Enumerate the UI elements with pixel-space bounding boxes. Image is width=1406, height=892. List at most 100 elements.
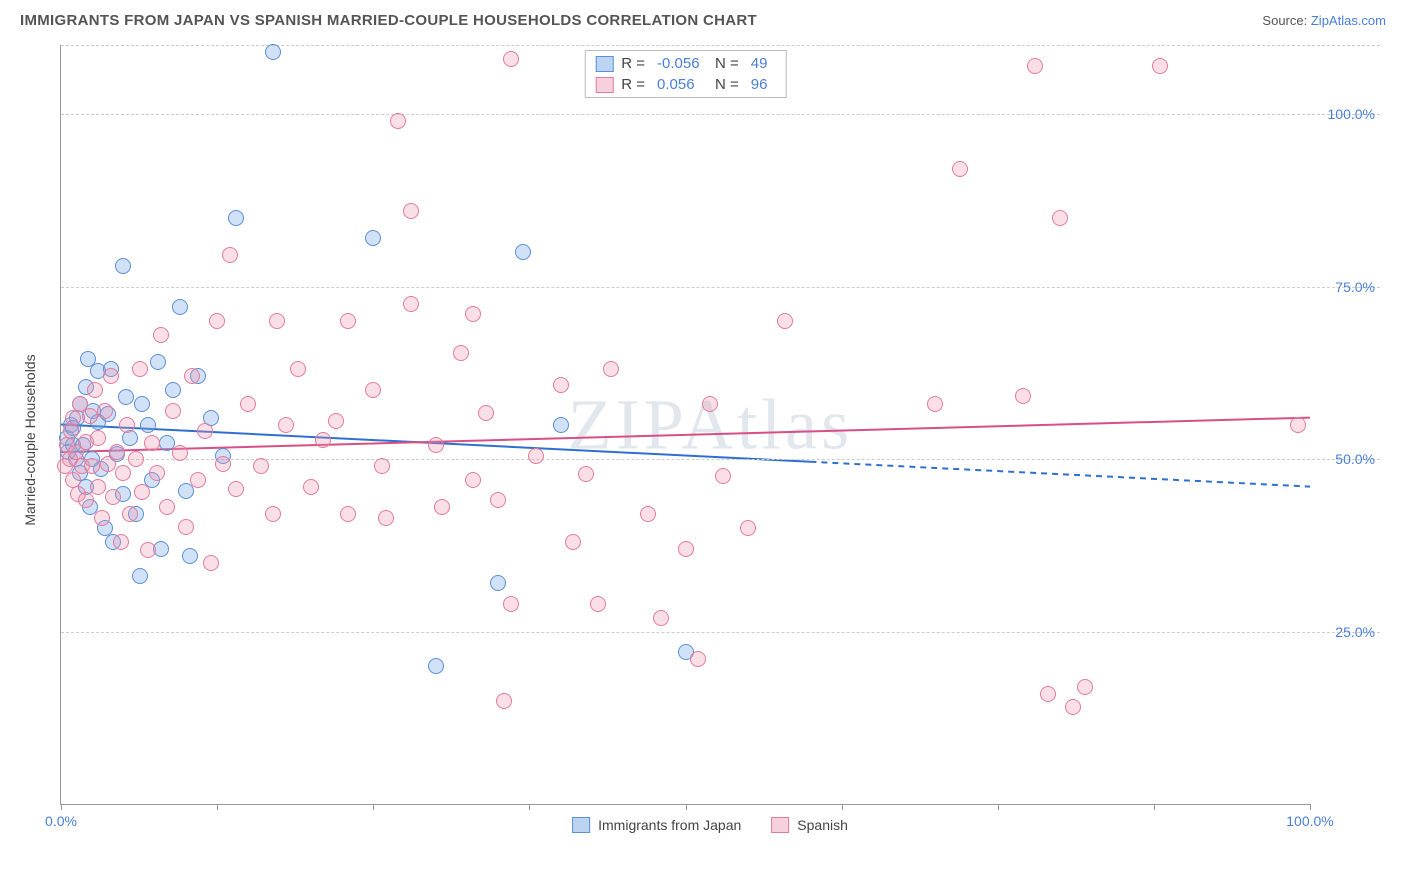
source-link[interactable]: ZipAtlas.com bbox=[1311, 13, 1386, 28]
n-value-spanish: 96 bbox=[751, 76, 776, 93]
data-point-spanish bbox=[105, 489, 121, 505]
data-point-spanish bbox=[553, 377, 569, 393]
legend-swatch-japan bbox=[595, 56, 613, 72]
source-attribution: Source: ZipAtlas.com bbox=[1262, 13, 1386, 28]
data-point-spanish bbox=[222, 247, 238, 263]
legend-item-japan: Immigrants from Japan bbox=[572, 817, 741, 833]
legend-swatch-japan bbox=[572, 817, 590, 833]
x-tick bbox=[373, 804, 374, 810]
data-point-spanish bbox=[1152, 58, 1168, 74]
x-tick bbox=[1154, 804, 1155, 810]
data-point-spanish bbox=[590, 596, 606, 612]
data-point-japan bbox=[428, 658, 444, 674]
data-point-spanish bbox=[678, 541, 694, 557]
data-point-spanish bbox=[178, 519, 194, 535]
data-point-spanish bbox=[144, 435, 160, 451]
data-point-spanish bbox=[715, 468, 731, 484]
legend-swatch-spanish bbox=[771, 817, 789, 833]
data-point-spanish bbox=[403, 203, 419, 219]
data-point-spanish bbox=[215, 456, 231, 472]
data-point-spanish bbox=[63, 423, 79, 439]
x-tick bbox=[998, 804, 999, 810]
data-point-spanish bbox=[128, 451, 144, 467]
data-point-spanish bbox=[228, 481, 244, 497]
data-point-spanish bbox=[303, 479, 319, 495]
data-point-japan bbox=[115, 258, 131, 274]
series-legend: Immigrants from JapanSpanish bbox=[572, 817, 848, 833]
data-point-spanish bbox=[87, 382, 103, 398]
data-point-spanish bbox=[503, 51, 519, 67]
y-tick-label: 75.0% bbox=[1335, 279, 1375, 295]
data-point-japan bbox=[515, 244, 531, 260]
gridline bbox=[61, 45, 1380, 46]
x-tick bbox=[217, 804, 218, 810]
data-point-spanish bbox=[403, 296, 419, 312]
data-point-spanish bbox=[240, 396, 256, 412]
data-point-spanish bbox=[434, 499, 450, 515]
data-point-spanish bbox=[109, 444, 125, 460]
data-point-spanish bbox=[603, 361, 619, 377]
data-point-spanish bbox=[528, 448, 544, 464]
data-point-japan bbox=[172, 299, 188, 315]
data-point-japan bbox=[165, 382, 181, 398]
data-point-spanish bbox=[82, 408, 98, 424]
data-point-spanish bbox=[1065, 699, 1081, 715]
data-point-japan bbox=[553, 417, 569, 433]
gridline bbox=[61, 114, 1380, 115]
x-tick bbox=[842, 804, 843, 810]
legend-swatch-spanish bbox=[595, 77, 613, 93]
data-point-japan bbox=[132, 568, 148, 584]
data-point-spanish bbox=[90, 479, 106, 495]
data-point-spanish bbox=[119, 417, 135, 433]
data-point-spanish bbox=[1290, 417, 1306, 433]
gridline bbox=[61, 287, 1380, 288]
x-tick bbox=[529, 804, 530, 810]
data-point-spanish bbox=[140, 542, 156, 558]
data-point-japan bbox=[178, 483, 194, 499]
data-point-spanish bbox=[777, 313, 793, 329]
data-point-spanish bbox=[203, 555, 219, 571]
data-point-japan bbox=[118, 389, 134, 405]
data-point-japan bbox=[122, 430, 138, 446]
correlation-chart: Married-couple Households ZIPAtlas R =-0… bbox=[40, 45, 1380, 835]
data-point-spanish bbox=[149, 465, 165, 481]
data-point-japan bbox=[150, 354, 166, 370]
n-label: N = bbox=[715, 55, 739, 72]
data-point-spanish bbox=[365, 382, 381, 398]
data-point-spanish bbox=[428, 437, 444, 453]
data-point-spanish bbox=[927, 396, 943, 412]
data-point-spanish bbox=[90, 430, 106, 446]
data-point-japan bbox=[265, 44, 281, 60]
data-point-spanish bbox=[465, 306, 481, 322]
y-tick-label: 100.0% bbox=[1328, 106, 1375, 122]
data-point-spanish bbox=[269, 313, 285, 329]
data-point-spanish bbox=[209, 313, 225, 329]
data-point-spanish bbox=[278, 417, 294, 433]
data-point-spanish bbox=[1052, 210, 1068, 226]
data-point-japan bbox=[490, 575, 506, 591]
data-point-spanish bbox=[328, 413, 344, 429]
data-point-spanish bbox=[197, 423, 213, 439]
data-point-spanish bbox=[265, 506, 281, 522]
n-label: N = bbox=[715, 76, 739, 93]
data-point-spanish bbox=[122, 506, 138, 522]
plot-area: ZIPAtlas R =-0.056N =49R =0.056N =96 25.… bbox=[60, 45, 1310, 805]
data-point-spanish bbox=[1027, 58, 1043, 74]
data-point-spanish bbox=[190, 472, 206, 488]
data-point-spanish bbox=[478, 405, 494, 421]
data-point-spanish bbox=[113, 534, 129, 550]
data-point-spanish bbox=[134, 484, 150, 500]
data-point-spanish bbox=[84, 458, 100, 474]
r-label: R = bbox=[621, 55, 645, 72]
data-point-spanish bbox=[290, 361, 306, 377]
data-point-spanish bbox=[390, 113, 406, 129]
data-point-spanish bbox=[315, 432, 331, 448]
x-tick bbox=[1310, 804, 1311, 810]
r-value-japan: -0.056 bbox=[657, 55, 707, 72]
data-point-japan bbox=[365, 230, 381, 246]
x-tick bbox=[61, 804, 62, 810]
data-point-spanish bbox=[172, 445, 188, 461]
data-point-spanish bbox=[1077, 679, 1093, 695]
data-point-spanish bbox=[690, 651, 706, 667]
data-point-spanish bbox=[1040, 686, 1056, 702]
